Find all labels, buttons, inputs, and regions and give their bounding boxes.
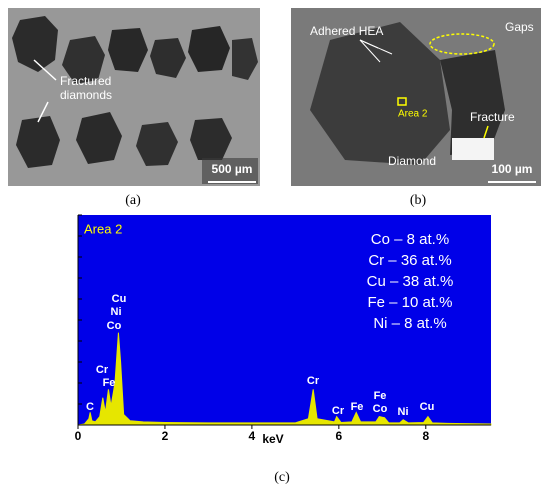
- peak-label: Cu: [112, 293, 127, 305]
- peak-label: Cr: [96, 364, 109, 376]
- caption: (a): [125, 193, 141, 208]
- peak-label: Ni: [398, 406, 409, 418]
- x-tick-label: 2: [162, 429, 169, 443]
- micrograph-a: Fractured diamonds 500 µm: [8, 8, 260, 186]
- caption: (b): [410, 193, 427, 208]
- annotation: Area 2: [398, 109, 428, 120]
- x-tick-label: 0: [75, 429, 82, 443]
- composition: Fe – 10 at.%: [367, 294, 452, 311]
- x-tick-label: 6: [335, 429, 342, 443]
- peak-label: Co: [373, 403, 388, 415]
- peak-label: Fe: [351, 401, 364, 413]
- peak-label: Fe: [374, 390, 387, 402]
- plot-background: [78, 215, 491, 425]
- peak-label: Cr: [307, 375, 320, 387]
- peak-label: Cu: [420, 401, 435, 413]
- composition: Ni – 8 at.%: [373, 315, 446, 332]
- composition: Cr – 36 at.%: [368, 252, 451, 269]
- spectrum-labels: Area 2 Co – 8 at.% Cr – 36 at.% Cu – 38 …: [84, 221, 453, 417]
- annotation: Fracture: [470, 110, 515, 124]
- caption: (c): [274, 470, 290, 485]
- composition: Cu – 38 at.%: [367, 273, 454, 290]
- micrograph-b: Adhered HEA Gaps Area 2 Fracture Diamond…: [291, 8, 541, 186]
- scale-bar: 500 µm: [212, 162, 253, 176]
- annotation: Adhered HEA: [310, 24, 383, 38]
- annotation: diamonds: [60, 88, 112, 102]
- peak-label: Co: [107, 320, 122, 332]
- annotation: Diamond: [388, 154, 436, 168]
- peak-label: C: [86, 401, 94, 413]
- composition: Co – 8 at.%: [371, 231, 449, 248]
- x-tick-label: 8: [422, 429, 429, 443]
- annotation: Fractured: [60, 74, 111, 88]
- annotation: Gaps: [505, 20, 534, 34]
- spectrum: 0 2 4 6 8: [75, 214, 492, 443]
- scale-bar: 100 µm: [492, 162, 533, 176]
- x-axis-label: keV: [262, 432, 283, 446]
- area-label: Area 2: [84, 221, 122, 236]
- peak-label: Cr: [332, 405, 345, 417]
- peak-label: Ni: [111, 306, 122, 318]
- x-tick-label: 4: [249, 429, 256, 443]
- peak-label: Fe: [103, 377, 116, 389]
- spectrum-area: [77, 332, 492, 426]
